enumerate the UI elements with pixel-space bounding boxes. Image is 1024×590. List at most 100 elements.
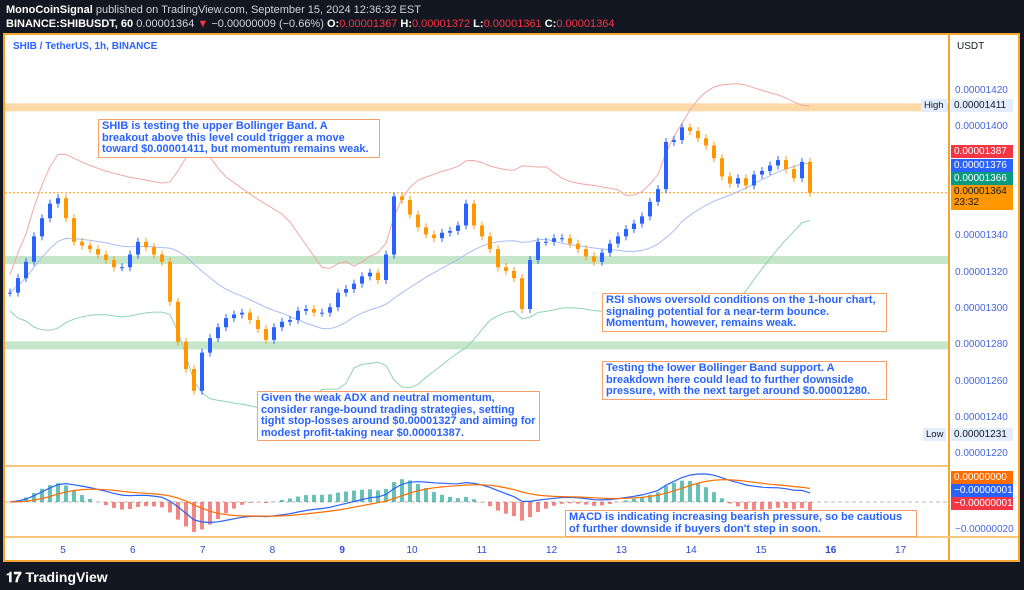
- annotation-lower-band[interactable]: Testing the lower Bollinger Band support…: [602, 361, 887, 400]
- macd-histogram-bar: [344, 491, 348, 502]
- candle-body: [768, 165, 772, 171]
- candle-body: [448, 230, 452, 233]
- macd-histogram-bar: [400, 479, 404, 502]
- candle-body: [264, 329, 268, 340]
- macd-histogram-bar: [496, 502, 500, 511]
- macd-axis-tick: −0.00000020: [955, 524, 1014, 535]
- candle-body: [288, 319, 292, 322]
- macd-histogram-bar: [232, 502, 236, 509]
- candle-body: [400, 196, 404, 201]
- tv-logo-icon: 𝟏𝟕: [6, 569, 22, 585]
- last-price-value: 0.00001364: [954, 186, 1007, 197]
- candle-body: [112, 259, 116, 268]
- candle-body: [624, 229, 628, 237]
- candle-body: [416, 214, 420, 228]
- price-axis-tick: 0.00001220: [955, 448, 1008, 460]
- candle-body: [312, 309, 316, 313]
- candle-body: [344, 289, 348, 293]
- macd-histogram-bar: [24, 497, 28, 502]
- candle-body: [392, 196, 396, 255]
- macd-histogram-bar: [152, 502, 156, 507]
- candle-body: [808, 161, 812, 193]
- candle-body: [296, 310, 300, 320]
- macd-histogram-bar: [800, 502, 804, 509]
- macd-histogram-bar: [448, 496, 452, 502]
- macd-line: [9, 473, 811, 524]
- macd-histogram-bar: [384, 488, 388, 502]
- macd-histogram-bar: [72, 490, 76, 502]
- candle-body: [352, 283, 356, 290]
- macd-histogram-bar: [584, 502, 588, 505]
- macd-histogram-bar: [240, 502, 244, 505]
- macd-histogram-bar: [120, 502, 124, 510]
- macd-line-label: −0.00000001: [951, 484, 1013, 497]
- macd-histogram-bar: [432, 492, 436, 502]
- macd-histogram-bar: [80, 495, 84, 502]
- price-change: −0.00000009 (−0.66%): [211, 18, 324, 30]
- macd-histogram-bar: [408, 480, 412, 502]
- macd-histogram-bar: [336, 492, 340, 502]
- macd-histogram-bar: [664, 486, 668, 502]
- low-tag: Low: [923, 428, 947, 441]
- macd-histogram-bar: [176, 502, 180, 520]
- candle-body: [24, 261, 28, 279]
- high-value: 0.00001372: [411, 18, 471, 30]
- price-axis-tick: 0.00001260: [955, 375, 1008, 387]
- macd-histogram-bar: [464, 496, 468, 502]
- macd-histogram-bar: [264, 502, 268, 504]
- macd-histogram-bar: [552, 502, 556, 506]
- macd-histogram-bar: [536, 502, 540, 513]
- macd-histogram-bar: [600, 502, 604, 506]
- candle-body: [632, 223, 636, 230]
- footer-brand: TradingView: [25, 569, 108, 585]
- candle-body: [432, 234, 436, 239]
- annotation-upper-band[interactable]: SHIB is testing the upper Bollinger Band…: [98, 119, 380, 158]
- price-axis-tick: 0.00001300: [955, 303, 1008, 315]
- price-axis-tick: 0.00001400: [955, 121, 1008, 133]
- currency-label[interactable]: USDT: [957, 41, 985, 52]
- candle-body: [64, 198, 68, 219]
- candle-body: [96, 249, 100, 255]
- macd-histogram-bar: [488, 502, 492, 507]
- macd-histogram-bar: [728, 502, 732, 504]
- candle-body: [616, 236, 620, 244]
- macd-histogram-bar: [544, 502, 548, 509]
- date-axis-tick: 12: [546, 545, 558, 556]
- candle-body: [584, 249, 588, 257]
- candle-body: [776, 160, 780, 166]
- candle-body: [40, 218, 44, 237]
- macd-histogram-bar: [416, 483, 420, 502]
- annotation-strategy[interactable]: Given the weak ADX and neutral momentum,…: [257, 391, 540, 441]
- open-label: O:: [326, 18, 340, 30]
- candle-body: [200, 352, 204, 391]
- price-chart[interactable]: [5, 35, 948, 560]
- candle-body: [104, 254, 108, 260]
- macd-histogram-bar: [224, 502, 228, 514]
- publisher-name[interactable]: MonoCoinSignal: [6, 4, 93, 16]
- pane-divider[interactable]: [5, 465, 948, 467]
- chart-frame[interactable]: SHIB / TetherUS, 1h, BINANCE USDT SHIB i…: [3, 33, 1020, 562]
- macd-histogram-bar: [136, 502, 140, 507]
- resistance-zone: [5, 103, 948, 112]
- candle-body: [672, 140, 676, 142]
- annotation-macd[interactable]: MACD is indicating increasing bearish pr…: [565, 510, 917, 537]
- candle-body: [680, 127, 684, 141]
- candle-body: [488, 236, 492, 250]
- macd-histogram-bar: [576, 502, 580, 504]
- candle-body: [32, 236, 36, 262]
- annotation-rsi[interactable]: RSI shows oversold conditions on the 1-h…: [602, 293, 887, 332]
- candle-body: [328, 307, 332, 313]
- candle-body: [784, 160, 788, 170]
- candle-body: [360, 276, 364, 284]
- macd-histogram-bar: [32, 493, 36, 502]
- macd-histogram-bar: [656, 492, 660, 502]
- macd-histogram-bar: [752, 502, 756, 510]
- macd-histogram-bar: [112, 502, 116, 508]
- macd-histogram-bar: [312, 494, 316, 502]
- candle-body: [696, 130, 700, 139]
- macd-histogram-bar: [440, 494, 444, 502]
- macd-histogram-bar: [248, 502, 252, 503]
- candle-body: [712, 145, 716, 159]
- candle-body: [128, 254, 132, 268]
- tradingview-logo[interactable]: 𝟏𝟕 TradingView: [6, 569, 108, 586]
